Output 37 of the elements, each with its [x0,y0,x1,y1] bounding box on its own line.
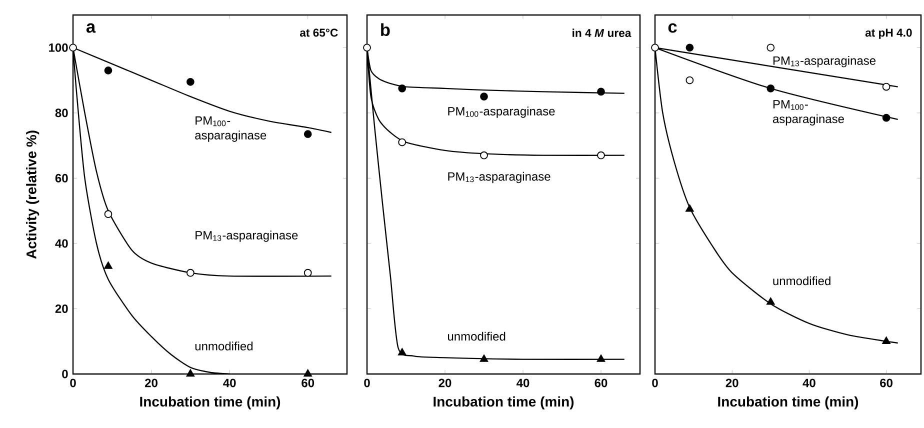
y-tick-label: 60 [55,174,68,182]
text: PM$_{13}$-asparaginase [196,230,298,242]
text: PM$_{100}$-asparaginase [195,116,266,142]
chart-title: b [381,23,390,36]
text: at 65°C [300,28,338,37]
y-tick-label: 40 [55,239,68,248]
x-tick-label: 0 [652,378,658,388]
y-tick-label: 20 [55,304,68,313]
x-tick-label: 40 [223,378,236,388]
x-axis-title: Incubation time (min) [434,396,574,410]
series-label: PM$_{100}$-asparaginase [772,100,844,126]
x-tick-label: 60 [880,378,892,388]
y-tick-label: 100 [49,43,68,52]
y-tick-label: 0 [62,370,68,378]
x-tick-label: 60 [302,378,314,388]
x-tick-label: 40 [802,378,816,388]
x-tick-label: 40 [516,378,530,388]
series-label: unmodified [195,342,253,350]
y-axis-title: Activity (relative %) [26,130,40,259]
series-label: unmodified [773,276,830,286]
chart-title: c [668,23,677,33]
x-tick-label: 20 [145,378,158,388]
x-tick-label: 0 [364,378,370,388]
x-tick-label: 60 [594,378,608,388]
series-label: PM$_{100}$-asparaginase [448,106,555,118]
series-label: PM$_{13}$-asparaginase [448,172,550,184]
text: at pH 4.0 [865,28,912,39]
x-axis-title: Incubation time (min) [140,396,280,410]
series-label: unmodified [448,332,506,341]
text: in 4 M urea [572,28,632,37]
y-tick-label: 80 [55,108,68,118]
x-axis-title: Incubation time (min) [718,396,858,410]
x-tick-label: 0 [70,378,76,388]
x-tick-label: 20 [438,378,452,388]
x-tick-label: 20 [726,378,738,388]
chart-title: a [86,23,96,33]
series-label: PM$_{13}$-asparaginase [773,56,876,68]
